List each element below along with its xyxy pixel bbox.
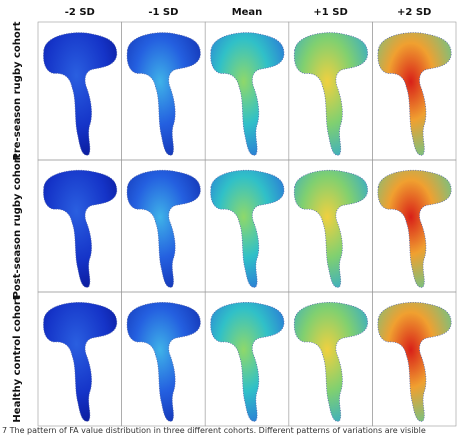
cell-border xyxy=(372,291,457,427)
brain-map xyxy=(42,169,118,288)
column-header: -2 SD xyxy=(65,7,95,18)
brain-map xyxy=(377,301,452,422)
brain-map xyxy=(210,169,285,288)
row-label: Pre-season rugby cohort xyxy=(12,21,23,160)
row-label: Post-season rugby cohort xyxy=(12,153,23,298)
column-header: +1 SD xyxy=(313,7,347,18)
row-label: Healthy control cohort xyxy=(12,295,23,422)
brain-map xyxy=(210,301,285,422)
brain-map xyxy=(126,301,201,422)
brain-map xyxy=(377,32,452,156)
brain-map xyxy=(126,169,201,288)
brain-map xyxy=(293,301,369,422)
brain-map xyxy=(210,32,285,156)
brain-map xyxy=(42,32,118,156)
brain-map xyxy=(293,169,369,288)
brain-map xyxy=(126,32,201,156)
brain-map xyxy=(42,301,118,422)
brain-map xyxy=(293,32,369,156)
column-header: Mean xyxy=(232,7,263,18)
brain-map xyxy=(377,169,452,288)
caption: 7 The pattern of FA value distribution i… xyxy=(2,426,426,435)
column-header: -1 SD xyxy=(148,7,178,18)
column-header: +2 SD xyxy=(397,7,431,18)
